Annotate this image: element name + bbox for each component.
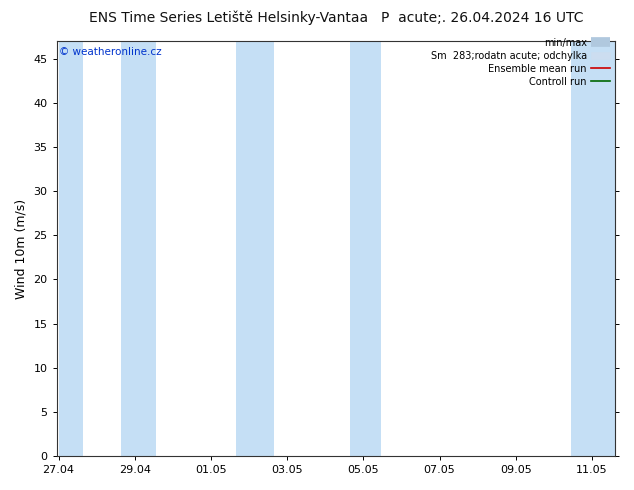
Bar (236, 41, 274, 456)
Text: P  acute;. 26.04.2024 16 UTC: P acute;. 26.04.2024 16 UTC (380, 11, 583, 25)
Bar (350, 41, 380, 456)
Y-axis label: Wind 10m (m/s): Wind 10m (m/s) (15, 198, 28, 298)
Bar (58, 41, 84, 456)
Text: ENS Time Series Letiště Helsinky-Vantaa: ENS Time Series Letiště Helsinky-Vantaa (89, 11, 368, 25)
Bar (122, 41, 156, 456)
Bar (571, 41, 615, 456)
Legend: min/max, Sm  283;rodatn acute; odchylka, Ensemble mean run, Controll run: min/max, Sm 283;rodatn acute; odchylka, … (430, 38, 610, 87)
Text: © weatheronline.cz: © weatheronline.cz (60, 48, 162, 57)
